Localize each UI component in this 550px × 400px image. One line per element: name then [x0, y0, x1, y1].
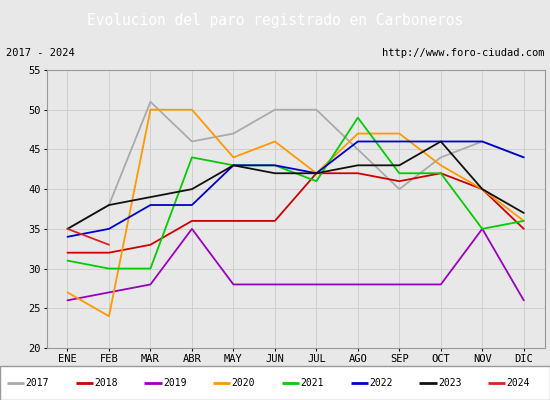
- Text: Evolucion del paro registrado en Carboneros: Evolucion del paro registrado en Carbone…: [87, 14, 463, 28]
- Text: 2018: 2018: [94, 378, 118, 388]
- Text: 2020: 2020: [232, 378, 255, 388]
- Text: 2022: 2022: [369, 378, 393, 388]
- Text: 2017 - 2024: 2017 - 2024: [6, 48, 74, 58]
- Text: 2024: 2024: [507, 378, 530, 388]
- Text: 2023: 2023: [438, 378, 461, 388]
- Text: 2017: 2017: [25, 378, 49, 388]
- Text: 2021: 2021: [300, 378, 324, 388]
- Text: 2019: 2019: [163, 378, 186, 388]
- Text: http://www.foro-ciudad.com: http://www.foro-ciudad.com: [382, 48, 544, 58]
